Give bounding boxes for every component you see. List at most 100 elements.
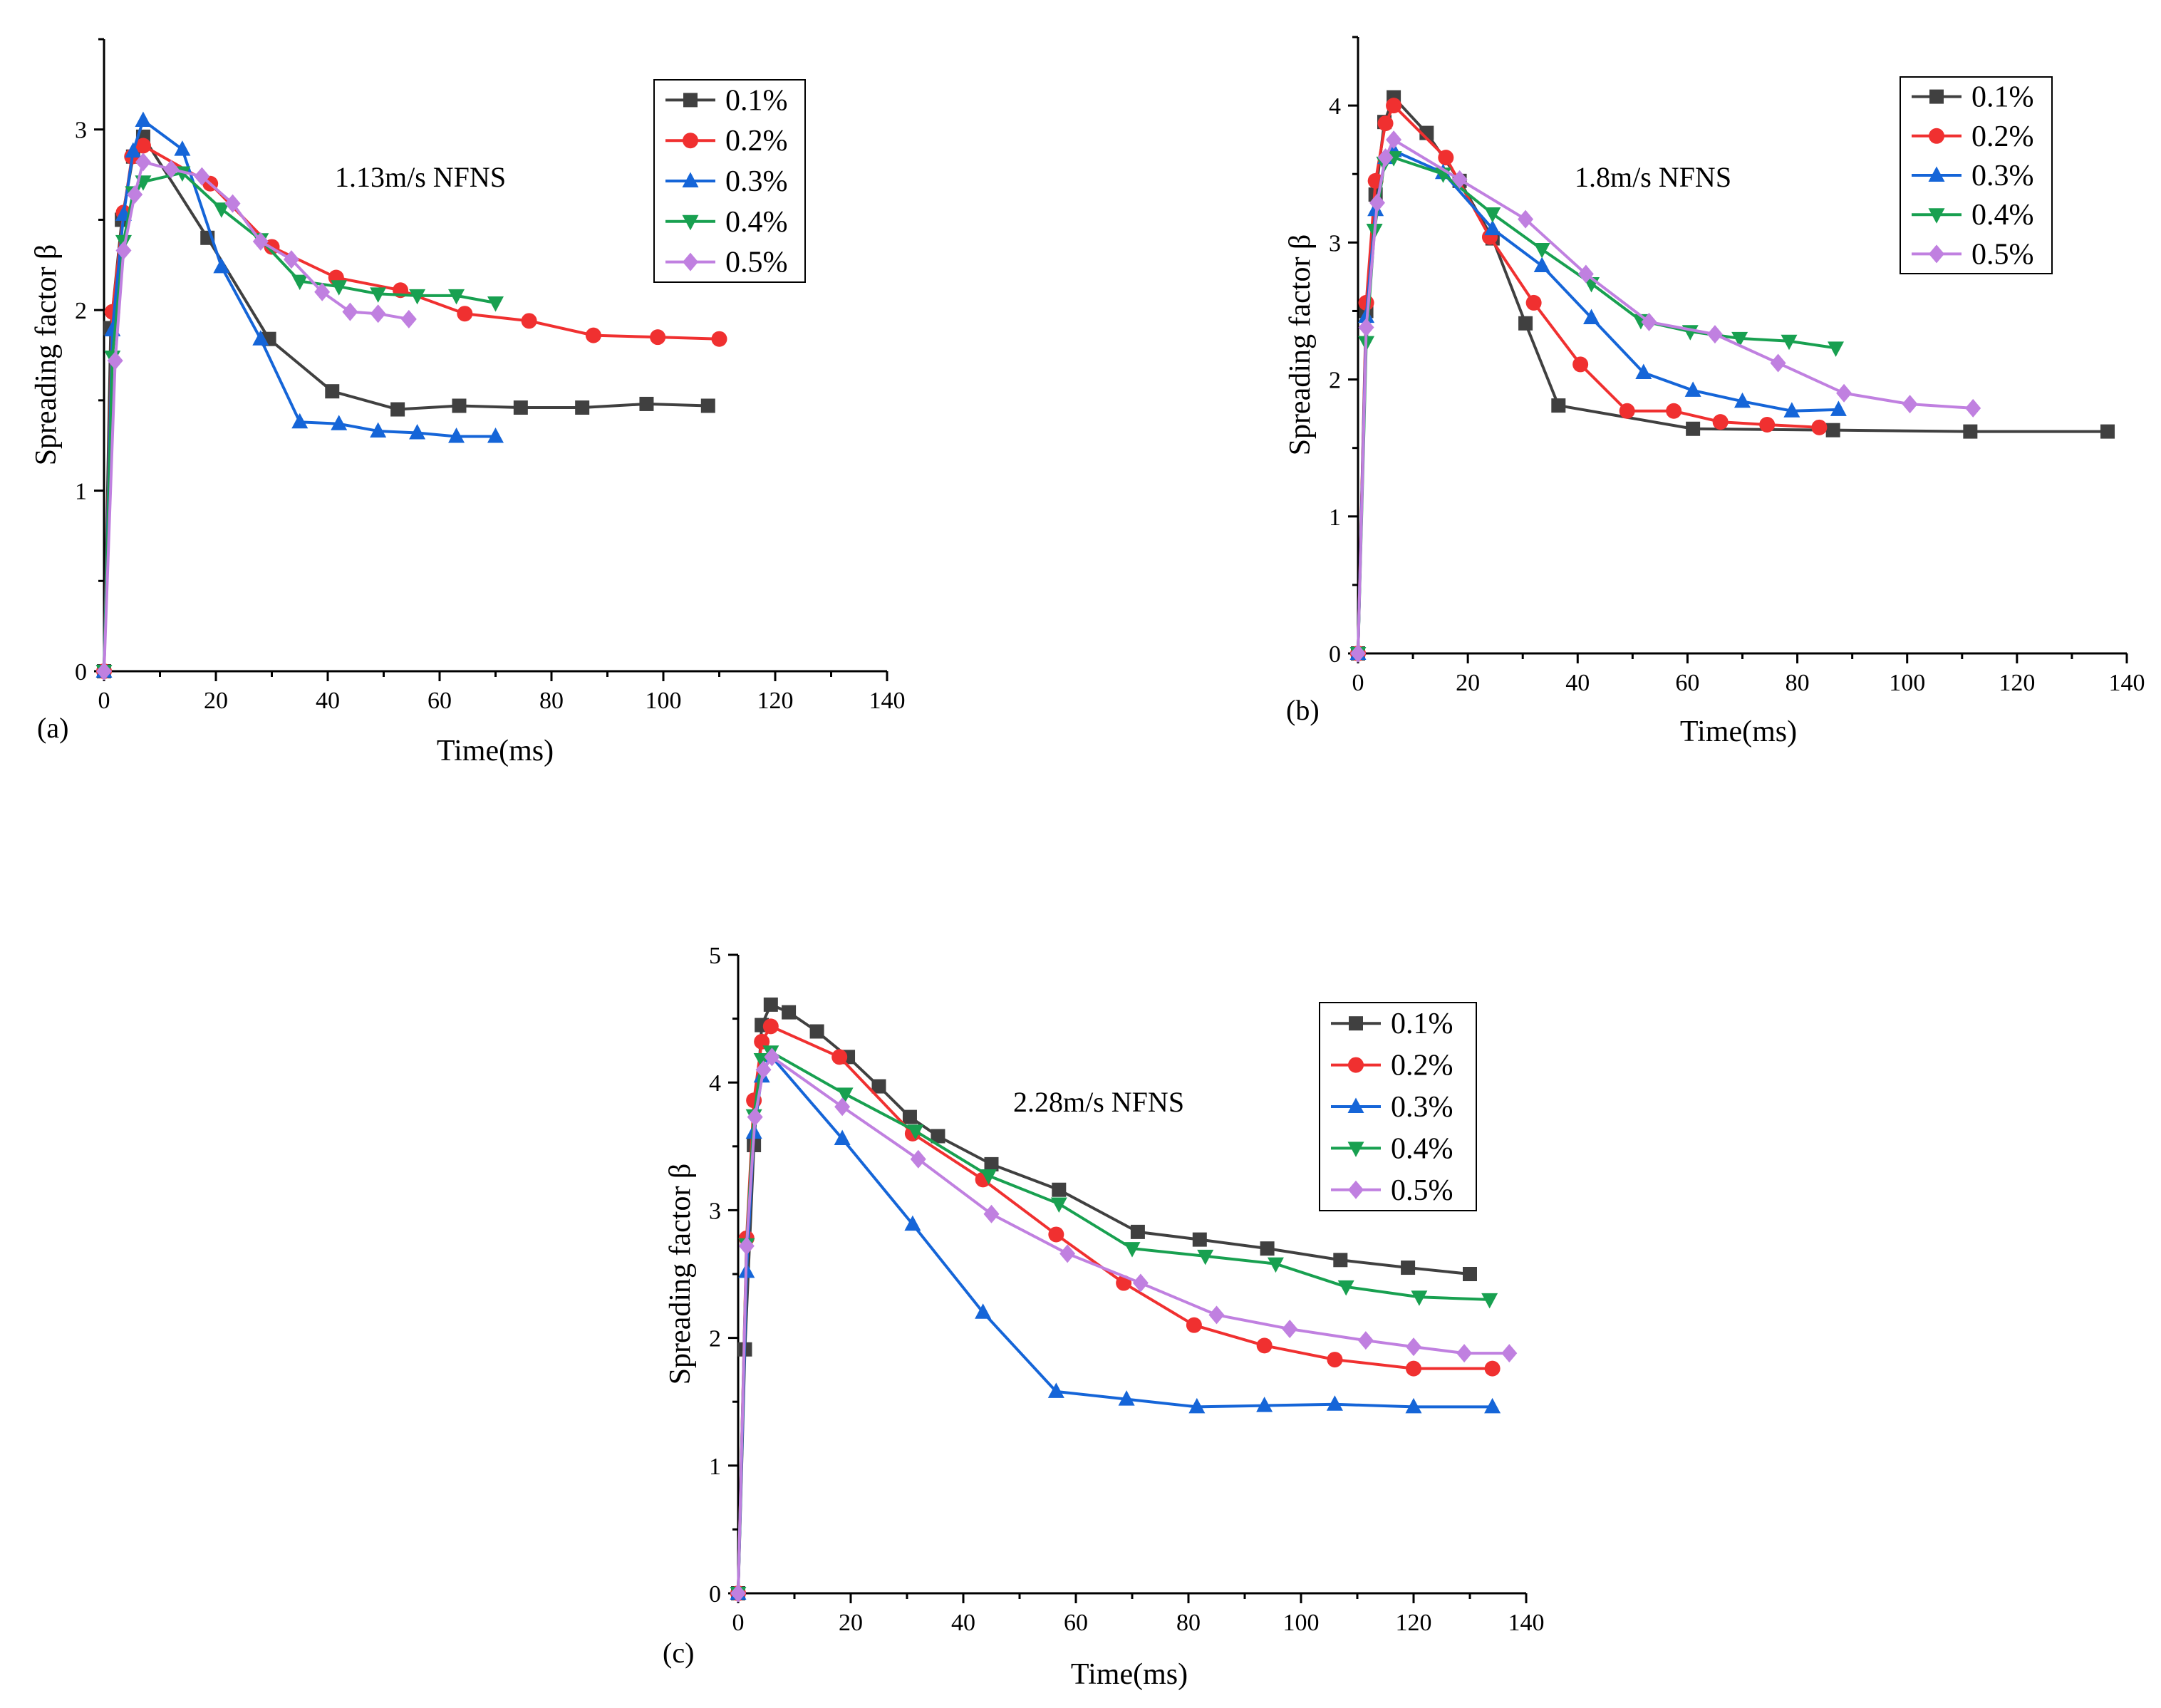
data-point bbox=[1551, 398, 1566, 413]
data-point bbox=[291, 413, 309, 429]
x-tick-label: 140 bbox=[1508, 1610, 1545, 1636]
data-point bbox=[1118, 1390, 1135, 1406]
x-axis-title: Time(ms) bbox=[437, 735, 554, 767]
data-point bbox=[1572, 356, 1589, 373]
legend-swatch-marker bbox=[683, 93, 698, 108]
legend-label: 0.1% bbox=[1391, 1008, 1453, 1040]
series-line bbox=[103, 171, 496, 672]
data-point bbox=[107, 351, 123, 371]
series-0.3% bbox=[1349, 142, 1847, 660]
data-point bbox=[390, 402, 405, 417]
data-point bbox=[1358, 318, 1374, 337]
data-point bbox=[409, 423, 426, 440]
data-point bbox=[1377, 148, 1394, 167]
data-point bbox=[452, 398, 467, 413]
data-point bbox=[1048, 1226, 1064, 1243]
legend-swatch-marker bbox=[1347, 1097, 1364, 1113]
data-point bbox=[831, 1049, 848, 1065]
data-point bbox=[448, 428, 465, 443]
x-tick-label: 20 bbox=[1456, 670, 1480, 696]
data-point bbox=[1357, 1331, 1374, 1350]
x-tick-label: 20 bbox=[204, 688, 228, 714]
series-0.5% bbox=[1350, 130, 1981, 663]
x-tick-label: 100 bbox=[646, 688, 682, 714]
data-point bbox=[1484, 219, 1501, 236]
data-point bbox=[984, 1156, 999, 1171]
data-point bbox=[521, 313, 537, 329]
data-point bbox=[163, 160, 180, 179]
data-point bbox=[1059, 1244, 1076, 1263]
series-line bbox=[1357, 138, 1974, 654]
data-point bbox=[1518, 316, 1533, 331]
data-point bbox=[252, 330, 269, 346]
data-point bbox=[409, 289, 426, 305]
data-point bbox=[1124, 1242, 1141, 1258]
legend-swatch-marker bbox=[1348, 1057, 1364, 1073]
data-point bbox=[331, 280, 348, 296]
data-point bbox=[871, 1079, 886, 1094]
data-point bbox=[135, 138, 151, 154]
data-point bbox=[1260, 1241, 1275, 1256]
series-line bbox=[103, 135, 708, 672]
legend-swatch-marker bbox=[1929, 128, 1944, 144]
data-point bbox=[1781, 334, 1798, 351]
x-tick-label: 40 bbox=[1565, 670, 1590, 696]
data-point bbox=[1963, 424, 1978, 439]
data-point bbox=[457, 306, 473, 322]
legend-swatch-marker bbox=[1347, 1142, 1364, 1157]
x-axis-title: Time(ms) bbox=[1680, 715, 1797, 748]
data-point bbox=[763, 997, 778, 1012]
legend-swatch-marker bbox=[683, 133, 698, 149]
data-point bbox=[194, 167, 210, 186]
data-point bbox=[1256, 1397, 1273, 1412]
legend-swatch-marker bbox=[683, 252, 698, 271]
y-tick-label: 3 bbox=[75, 118, 87, 144]
legend-label: 0.3% bbox=[1971, 160, 2034, 192]
data-point bbox=[252, 232, 269, 251]
data-point bbox=[487, 296, 504, 312]
chart-panel-3: 0 20 40 60 80 100 120 140 0 1 2 3 4 5 Time(ms) Spreadin… bbox=[663, 943, 1545, 1691]
data-point bbox=[213, 257, 230, 274]
data-point bbox=[1518, 209, 1534, 229]
data-point bbox=[1836, 383, 1852, 403]
series-0.1% bbox=[731, 997, 1477, 1600]
condition-annotation: 2.28m/s NFNS bbox=[1013, 1086, 1184, 1118]
data-point bbox=[738, 1236, 755, 1256]
x-tick-label: 80 bbox=[1786, 670, 1810, 696]
data-point bbox=[1186, 1317, 1202, 1333]
data-point bbox=[513, 400, 528, 415]
y-tick-label: 1 bbox=[75, 479, 87, 505]
y-tick-label: 2 bbox=[75, 298, 87, 324]
data-point bbox=[700, 398, 715, 413]
data-point bbox=[1463, 1267, 1477, 1281]
data-point bbox=[1132, 1273, 1149, 1293]
data-point bbox=[585, 327, 601, 343]
legend-label: 0.4% bbox=[725, 206, 788, 239]
data-point bbox=[1401, 1261, 1416, 1275]
data-point bbox=[1386, 98, 1402, 114]
y-tick-label: 4 bbox=[1329, 93, 1341, 120]
legend-label: 0.5% bbox=[1971, 238, 2034, 271]
data-point bbox=[1337, 1280, 1354, 1296]
condition-annotation: 1.13m/s NFNS bbox=[335, 161, 506, 193]
data-point bbox=[283, 250, 299, 269]
data-point bbox=[834, 1129, 851, 1146]
legend-swatch-marker bbox=[682, 214, 699, 231]
legend-label: 0.1% bbox=[725, 84, 788, 117]
data-point bbox=[224, 194, 241, 213]
legend-label: 0.4% bbox=[1971, 199, 2034, 232]
y-tick-label: 2 bbox=[709, 1326, 721, 1352]
x-tick-label: 140 bbox=[869, 688, 906, 714]
data-point bbox=[1267, 1257, 1284, 1273]
data-point bbox=[342, 302, 358, 321]
data-point bbox=[1350, 644, 1366, 663]
data-point bbox=[1050, 1197, 1067, 1213]
legend-label: 0.3% bbox=[1391, 1091, 1453, 1124]
legend-swatch-marker bbox=[1929, 244, 1944, 264]
data-point bbox=[370, 304, 386, 324]
series-line bbox=[1357, 149, 1839, 654]
data-point bbox=[1501, 1344, 1518, 1363]
data-point bbox=[730, 1584, 746, 1603]
data-point bbox=[764, 1047, 780, 1067]
data-point bbox=[213, 202, 230, 218]
